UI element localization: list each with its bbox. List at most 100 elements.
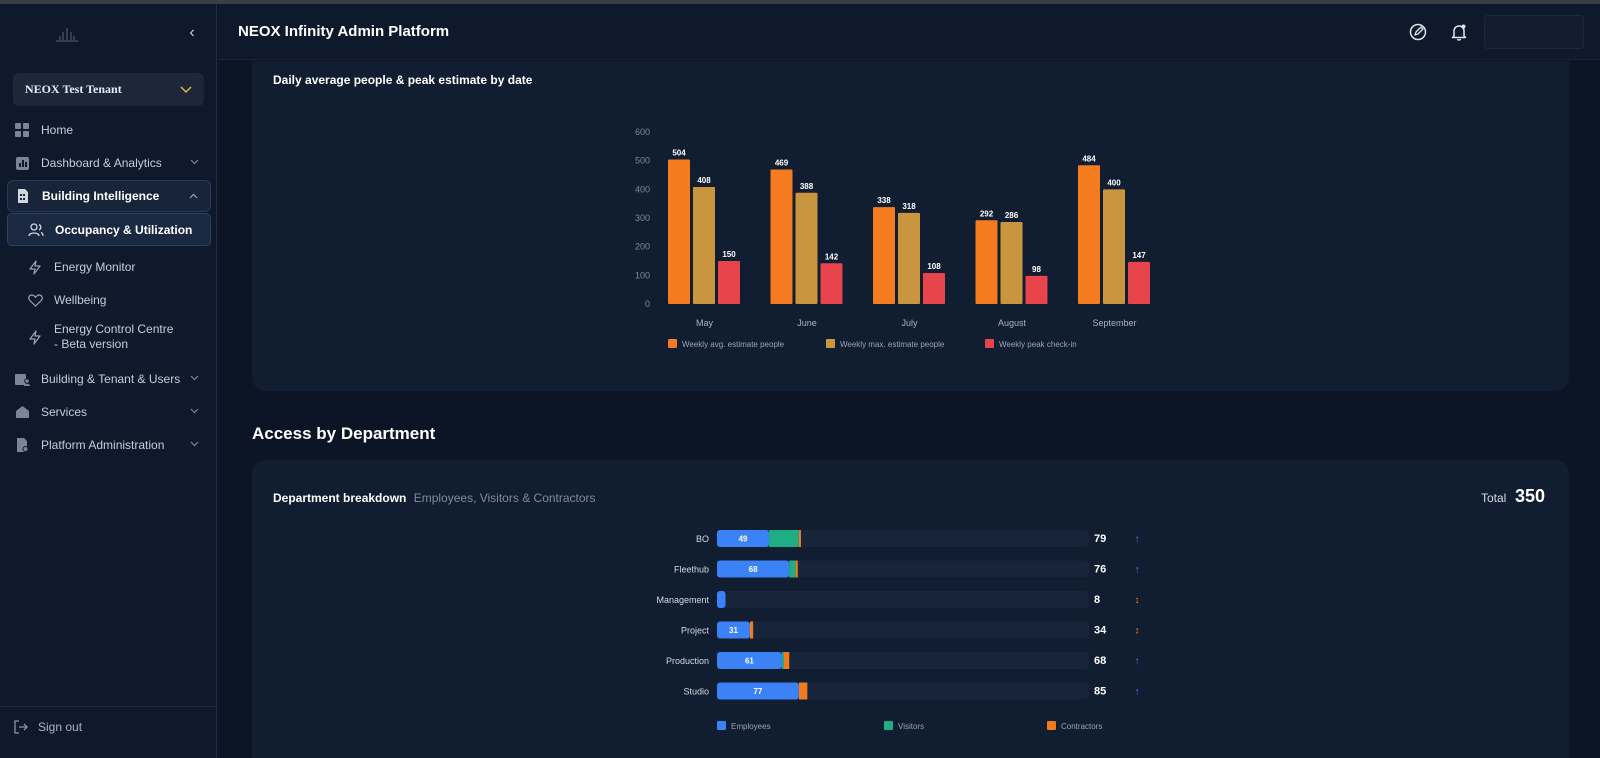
trend-icon: ↑ bbox=[1135, 565, 1140, 576]
sidebar-subitem-energy-monitor[interactable]: Energy Monitor bbox=[7, 251, 211, 283]
bar-segment bbox=[717, 652, 782, 669]
sidebar-subitem-energy-control-centre[interactable]: Energy Control Centre - Beta version bbox=[7, 318, 211, 358]
row-total: 85 bbox=[1094, 686, 1106, 698]
section-title-access: Access by Department bbox=[252, 424, 436, 443]
bar-segment bbox=[717, 560, 790, 578]
bar-track bbox=[717, 530, 1089, 547]
data-label: 147 bbox=[1132, 251, 1146, 260]
window-top-border bbox=[0, 0, 1600, 4]
row-label: Studio bbox=[683, 687, 709, 697]
sidebar-subitem-occupancy[interactable]: Occupancy & Utilization bbox=[7, 213, 211, 246]
chevron-down-icon bbox=[190, 159, 199, 165]
data-label: 469 bbox=[775, 159, 789, 168]
sidebar-subitem-label: Wellbeing bbox=[54, 293, 107, 307]
y-tick-label: 300 bbox=[635, 213, 650, 223]
total-value: 350 bbox=[1515, 486, 1546, 506]
trend-icon: ↕ bbox=[1135, 626, 1140, 637]
segment-label: 49 bbox=[739, 535, 748, 544]
signout-button[interactable]: Sign out bbox=[14, 720, 82, 734]
bar bbox=[820, 263, 843, 304]
logo-icon bbox=[56, 28, 78, 42]
bar bbox=[898, 212, 920, 304]
bar-segment bbox=[717, 530, 770, 547]
signout-label: Sign out bbox=[38, 720, 83, 734]
building-users-icon bbox=[14, 371, 30, 387]
bar-track bbox=[717, 682, 1089, 700]
daily-average-card: Daily average people & peak estimate by … bbox=[252, 61, 1569, 391]
grid-icon bbox=[14, 122, 30, 138]
x-tick-label: June bbox=[797, 318, 817, 328]
sidebar-divider bbox=[0, 706, 217, 707]
segment-label: 31 bbox=[729, 626, 738, 635]
trend-icon: ↑ bbox=[1135, 687, 1140, 698]
row-label: BO bbox=[696, 534, 709, 544]
bar-segment bbox=[798, 530, 801, 547]
bar bbox=[975, 220, 998, 304]
tenant-name: NEOX Test Tenant bbox=[25, 82, 122, 96]
sidebar-subitem-wellbeing[interactable]: Wellbeing bbox=[7, 284, 211, 316]
bar-segment bbox=[717, 682, 799, 700]
sidebar-item-building-tenant-users[interactable]: Building & Tenant & Users bbox=[7, 363, 211, 395]
y-tick-label: 200 bbox=[635, 242, 650, 252]
legend-label: Weekly avg. estimate people bbox=[682, 340, 785, 349]
x-tick-label: August bbox=[998, 318, 1027, 328]
sidebar-item-services[interactable]: Services bbox=[7, 396, 211, 428]
trend-icon: ↕ bbox=[1135, 595, 1140, 606]
x-tick-label: July bbox=[901, 318, 918, 328]
legend-label: Weekly peak check-in bbox=[999, 340, 1077, 349]
sidebar-item-label: Platform Administration bbox=[41, 438, 165, 452]
top-header: NEOX Infinity Admin Platform bbox=[218, 4, 1600, 60]
legend-label: Employees bbox=[731, 722, 771, 731]
row-label: Management bbox=[656, 595, 709, 605]
tenant-selector[interactable]: NEOX Test Tenant bbox=[13, 73, 204, 106]
trend-icon: ↑ bbox=[1135, 534, 1140, 545]
department-subtitle: Employees, Visitors & Contractors bbox=[413, 491, 596, 505]
bar bbox=[1025, 275, 1048, 304]
users-icon bbox=[28, 222, 44, 238]
chevron-down-icon bbox=[180, 85, 192, 93]
x-tick-label: May bbox=[696, 318, 714, 328]
user-profile-menu[interactable] bbox=[1484, 15, 1584, 49]
sidebar-item-dashboard-analytics[interactable]: Dashboard & Analytics bbox=[7, 147, 211, 179]
edit-icon[interactable] bbox=[1408, 22, 1428, 42]
sidebar-item-home[interactable]: Home bbox=[7, 114, 211, 146]
sidebar-item-building-intelligence[interactable]: Building Intelligence bbox=[7, 180, 211, 212]
bar bbox=[923, 273, 945, 304]
collapse-sidebar-button[interactable]: ‹ bbox=[189, 24, 195, 41]
bell-icon[interactable] bbox=[1449, 22, 1469, 42]
data-label: 338 bbox=[877, 196, 891, 205]
chevron-up-icon bbox=[189, 193, 198, 199]
segment-label: 61 bbox=[745, 657, 754, 666]
bar bbox=[718, 261, 740, 304]
data-label: 150 bbox=[722, 250, 736, 259]
data-label: 286 bbox=[1005, 211, 1019, 220]
lightning-icon bbox=[27, 259, 43, 275]
sidebar-item-platform-administration[interactable]: Platform Administration bbox=[7, 429, 211, 461]
data-label: 292 bbox=[980, 209, 994, 218]
bar bbox=[873, 207, 895, 304]
department-breakdown-chart: BO 49 79 ↑ Fleethub 68 76 ↑ Management 8 ↕ Project 3… bbox=[656, 530, 1140, 731]
bar-segment bbox=[769, 530, 799, 547]
row-label: Fleethub bbox=[674, 565, 709, 575]
legend-label: Visitors bbox=[898, 722, 924, 731]
bar bbox=[693, 187, 715, 304]
bar bbox=[1000, 222, 1023, 304]
daily-average-chart: 0 100 200 300 400 500 600 504 408 150 May 469 388 142… bbox=[635, 127, 1150, 349]
row-total: 76 bbox=[1094, 564, 1106, 576]
bar bbox=[770, 169, 793, 304]
y-tick-label: 500 bbox=[635, 156, 650, 166]
department-title-text: Department breakdown bbox=[273, 491, 407, 505]
data-label: 484 bbox=[1082, 154, 1096, 163]
total-label: Total bbox=[1481, 491, 1507, 505]
row-label: Production bbox=[666, 656, 709, 666]
sidebar-subitem-label: Energy Monitor bbox=[54, 260, 136, 274]
data-label: 388 bbox=[800, 182, 814, 191]
sidebar-item-label: Building Intelligence bbox=[42, 189, 160, 203]
chevron-down-icon bbox=[190, 375, 199, 381]
bar-segment bbox=[789, 560, 796, 578]
bar-track bbox=[717, 591, 1089, 608]
y-tick-label: 0 bbox=[645, 299, 650, 309]
daily-chart-title: Daily average people & peak estimate by … bbox=[273, 73, 533, 87]
x-tick-label: September bbox=[1092, 318, 1136, 328]
bar bbox=[795, 192, 818, 304]
